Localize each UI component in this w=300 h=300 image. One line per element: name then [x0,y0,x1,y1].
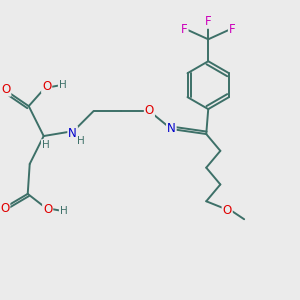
Text: H: H [77,136,85,146]
Text: O: O [42,80,51,93]
Text: O: O [43,203,52,216]
Text: O: O [0,202,9,215]
Text: F: F [229,23,236,36]
Text: F: F [205,15,211,28]
Text: O: O [145,103,154,117]
Text: N: N [68,127,77,140]
Text: F: F [181,23,188,36]
Text: H: H [59,80,67,90]
Text: O: O [1,83,10,96]
Text: H: H [60,206,68,216]
Text: H: H [42,140,50,150]
Text: N: N [167,122,176,135]
Text: O: O [223,204,232,217]
